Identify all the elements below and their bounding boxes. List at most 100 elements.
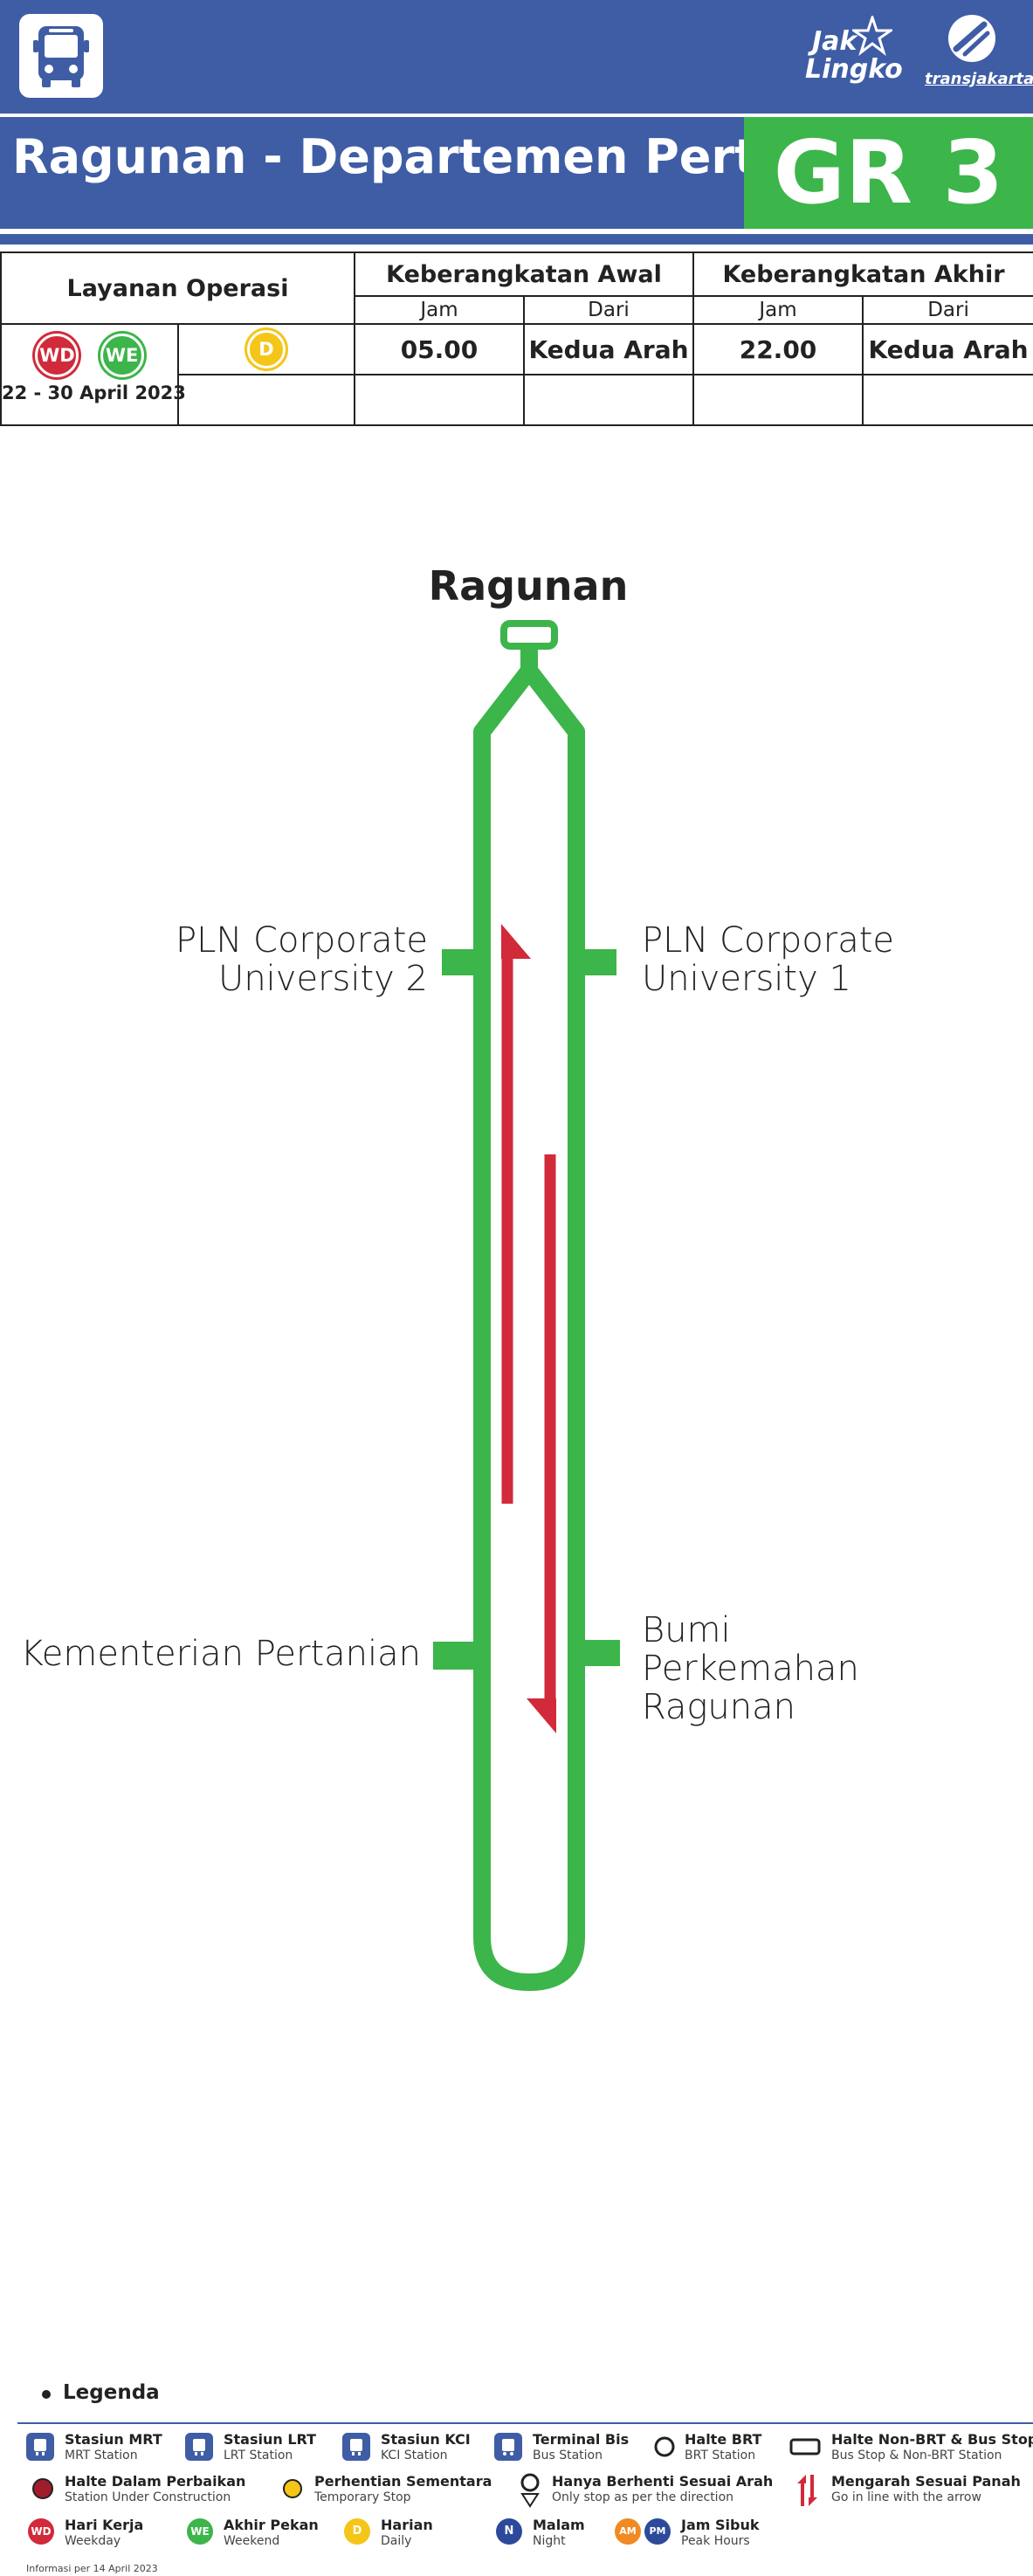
legend-sublabel: MRT Station bbox=[65, 2449, 138, 2462]
first-dari-header: Dari bbox=[522, 295, 695, 325]
jaklingko-logo: Jak Lingko bbox=[805, 16, 903, 89]
under-construction-icon bbox=[32, 2478, 53, 2499]
header-divider bbox=[0, 234, 1033, 245]
direction-stop-icon bbox=[520, 2473, 540, 2508]
bus-terminal-icon bbox=[494, 2433, 522, 2461]
legend-sublabel: LRT Station bbox=[224, 2449, 293, 2462]
legend-label: Jam Sibuk bbox=[681, 2517, 760, 2533]
legend-label: Terminal Bis bbox=[533, 2431, 630, 2448]
transjakarta-logo: transjakarta bbox=[921, 12, 1033, 93]
stop-label-line: PLN Corporate bbox=[175, 920, 428, 961]
legend-sublabel: Bus Stop & Non-BRT Station bbox=[831, 2449, 1002, 2462]
legend-sublabel: Only stop as per the direction bbox=[552, 2490, 734, 2504]
pm-badge-icon: PM bbox=[644, 2518, 671, 2545]
stop-marker-pln2 bbox=[442, 949, 477, 975]
legend-label: Harian bbox=[381, 2517, 433, 2533]
legend-title: Legenda bbox=[63, 2381, 160, 2404]
terminus-marker-icon bbox=[500, 620, 558, 650]
legend-sublabel: Daily bbox=[381, 2534, 412, 2548]
stop-label-line: University 2 bbox=[218, 959, 428, 999]
daily-badge-icon: D bbox=[247, 330, 286, 368]
legend-label: Halte Dalam Perbaikan bbox=[65, 2473, 246, 2490]
title-bar bbox=[0, 117, 744, 229]
empty-cell bbox=[862, 374, 1033, 426]
route-code: GR 3 bbox=[773, 121, 1004, 224]
legend-label: Hari Kerja bbox=[65, 2517, 144, 2533]
legend-sublabel: Temporary Stop bbox=[314, 2490, 411, 2504]
legend-label: Halte Non-BRT & Bus Stop bbox=[831, 2431, 1033, 2448]
weekday-badge-icon: WD bbox=[28, 2518, 54, 2545]
weekday-weekend-cell: WD WE 22 - 30 April 2023 bbox=[0, 323, 186, 426]
transjakarta-emblem-icon bbox=[948, 15, 995, 62]
legend-label: Perhentian Sementara bbox=[314, 2473, 492, 2490]
route-code-box bbox=[744, 117, 1033, 229]
bus-stop-icon bbox=[789, 2438, 821, 2455]
weekend-badge-icon: WE bbox=[100, 334, 144, 377]
legend-sublabel: KCI Station bbox=[381, 2449, 448, 2462]
last-dari-header: Dari bbox=[862, 295, 1033, 325]
temporary-stop-icon bbox=[283, 2479, 302, 2498]
bus-icon bbox=[19, 14, 103, 98]
legend-label: Halte BRT bbox=[685, 2431, 762, 2448]
last-from: Kedua Arah bbox=[862, 323, 1033, 375]
header-bar bbox=[0, 0, 1033, 114]
legend-label: Akhir Pekan bbox=[224, 2517, 319, 2533]
legend-sublabel: Weekday bbox=[65, 2534, 121, 2548]
legend-label: Mengarah Sesuai Panah bbox=[831, 2473, 1021, 2490]
schedule-table: Layanan Operasi Keberangkatan Awal Keber… bbox=[0, 251, 1033, 426]
empty-cell bbox=[692, 374, 864, 426]
stop-label-line: Ragunan bbox=[642, 1687, 795, 1727]
stop-label-pln-corporate-university-2: PLN Corporate University 2 bbox=[140, 921, 428, 998]
stop-label-pln-corporate-university-1: PLN Corporate University 1 bbox=[642, 921, 930, 998]
legend-label: Stasiun MRT bbox=[65, 2431, 162, 2448]
transjakarta-text: transjakarta bbox=[925, 70, 1033, 88]
route-line bbox=[473, 646, 585, 1991]
mrt-station-icon bbox=[26, 2433, 54, 2461]
stop-label-line: Bumi Perkemahan bbox=[642, 1610, 859, 1689]
lrt-station-icon bbox=[185, 2433, 213, 2461]
legend-sublabel: Weekend bbox=[224, 2534, 280, 2548]
terminus-label-ragunan: Ragunan bbox=[428, 562, 629, 610]
first-departure-header: Keberangkatan Awal bbox=[353, 251, 695, 297]
weekend-badge-icon: WE bbox=[187, 2518, 213, 2545]
legend-sublabel: Bus Station bbox=[533, 2449, 603, 2462]
stop-label-line: University 1 bbox=[642, 959, 851, 999]
empty-cell bbox=[522, 374, 695, 426]
jaklingko-text-jak: Jak bbox=[812, 26, 857, 57]
last-jam-header: Jam bbox=[692, 295, 864, 325]
legend-divider bbox=[17, 2422, 1033, 2424]
daily-badge-icon: D bbox=[344, 2518, 370, 2545]
legend-label: Malam bbox=[533, 2517, 585, 2533]
direction-arrow-icon bbox=[797, 2475, 817, 2506]
stop-label-line: PLN Corporate bbox=[642, 920, 895, 961]
stop-marker-pln1 bbox=[582, 949, 616, 975]
direction-arrow-down-icon bbox=[527, 1154, 556, 1733]
info-date-footnote: Informasi per 14 April 2023 bbox=[26, 2563, 158, 2574]
legend-sublabel: Station Under Construction bbox=[65, 2490, 231, 2504]
last-departure-header: Keberangkatan Akhir bbox=[692, 251, 1033, 297]
daily-cell: D bbox=[177, 323, 355, 375]
legend-label: Stasiun KCI bbox=[381, 2431, 471, 2448]
date-range: 22 - 30 April 2023 bbox=[2, 382, 186, 403]
service-header: Layanan Operasi bbox=[0, 251, 355, 325]
stop-marker-bumi bbox=[582, 1640, 620, 1666]
legend-sublabel: Go in line with the arrow bbox=[831, 2490, 981, 2504]
first-from: Kedua Arah bbox=[522, 323, 695, 375]
weekday-badge-icon: WD bbox=[35, 334, 79, 377]
legend-sublabel: BRT Station bbox=[685, 2449, 756, 2462]
am-badge-icon: AM bbox=[615, 2518, 641, 2545]
legend-label: Hanya Berhenti Sesuai Arah bbox=[552, 2473, 774, 2490]
kci-station-icon bbox=[342, 2433, 370, 2461]
legend-label: Stasiun LRT bbox=[224, 2431, 317, 2448]
first-jam-header: Jam bbox=[354, 295, 525, 325]
night-badge-icon: N bbox=[496, 2518, 522, 2545]
brt-stop-icon bbox=[654, 2436, 675, 2457]
stop-label-bumi-perkemahan-ragunan: Bumi Perkemahan Ragunan bbox=[642, 1611, 956, 1726]
legend-bullet-icon bbox=[42, 2390, 51, 2399]
jaklingko-text-lingko: Lingko bbox=[805, 54, 903, 85]
last-time: 22.00 bbox=[692, 323, 864, 375]
jaklingko-star-icon bbox=[852, 16, 892, 56]
legend-sublabel: Peak Hours bbox=[681, 2534, 750, 2548]
stop-label-kementerian-pertanian: Kementerian Pertanian bbox=[20, 1634, 421, 1674]
first-time: 05.00 bbox=[354, 323, 525, 375]
